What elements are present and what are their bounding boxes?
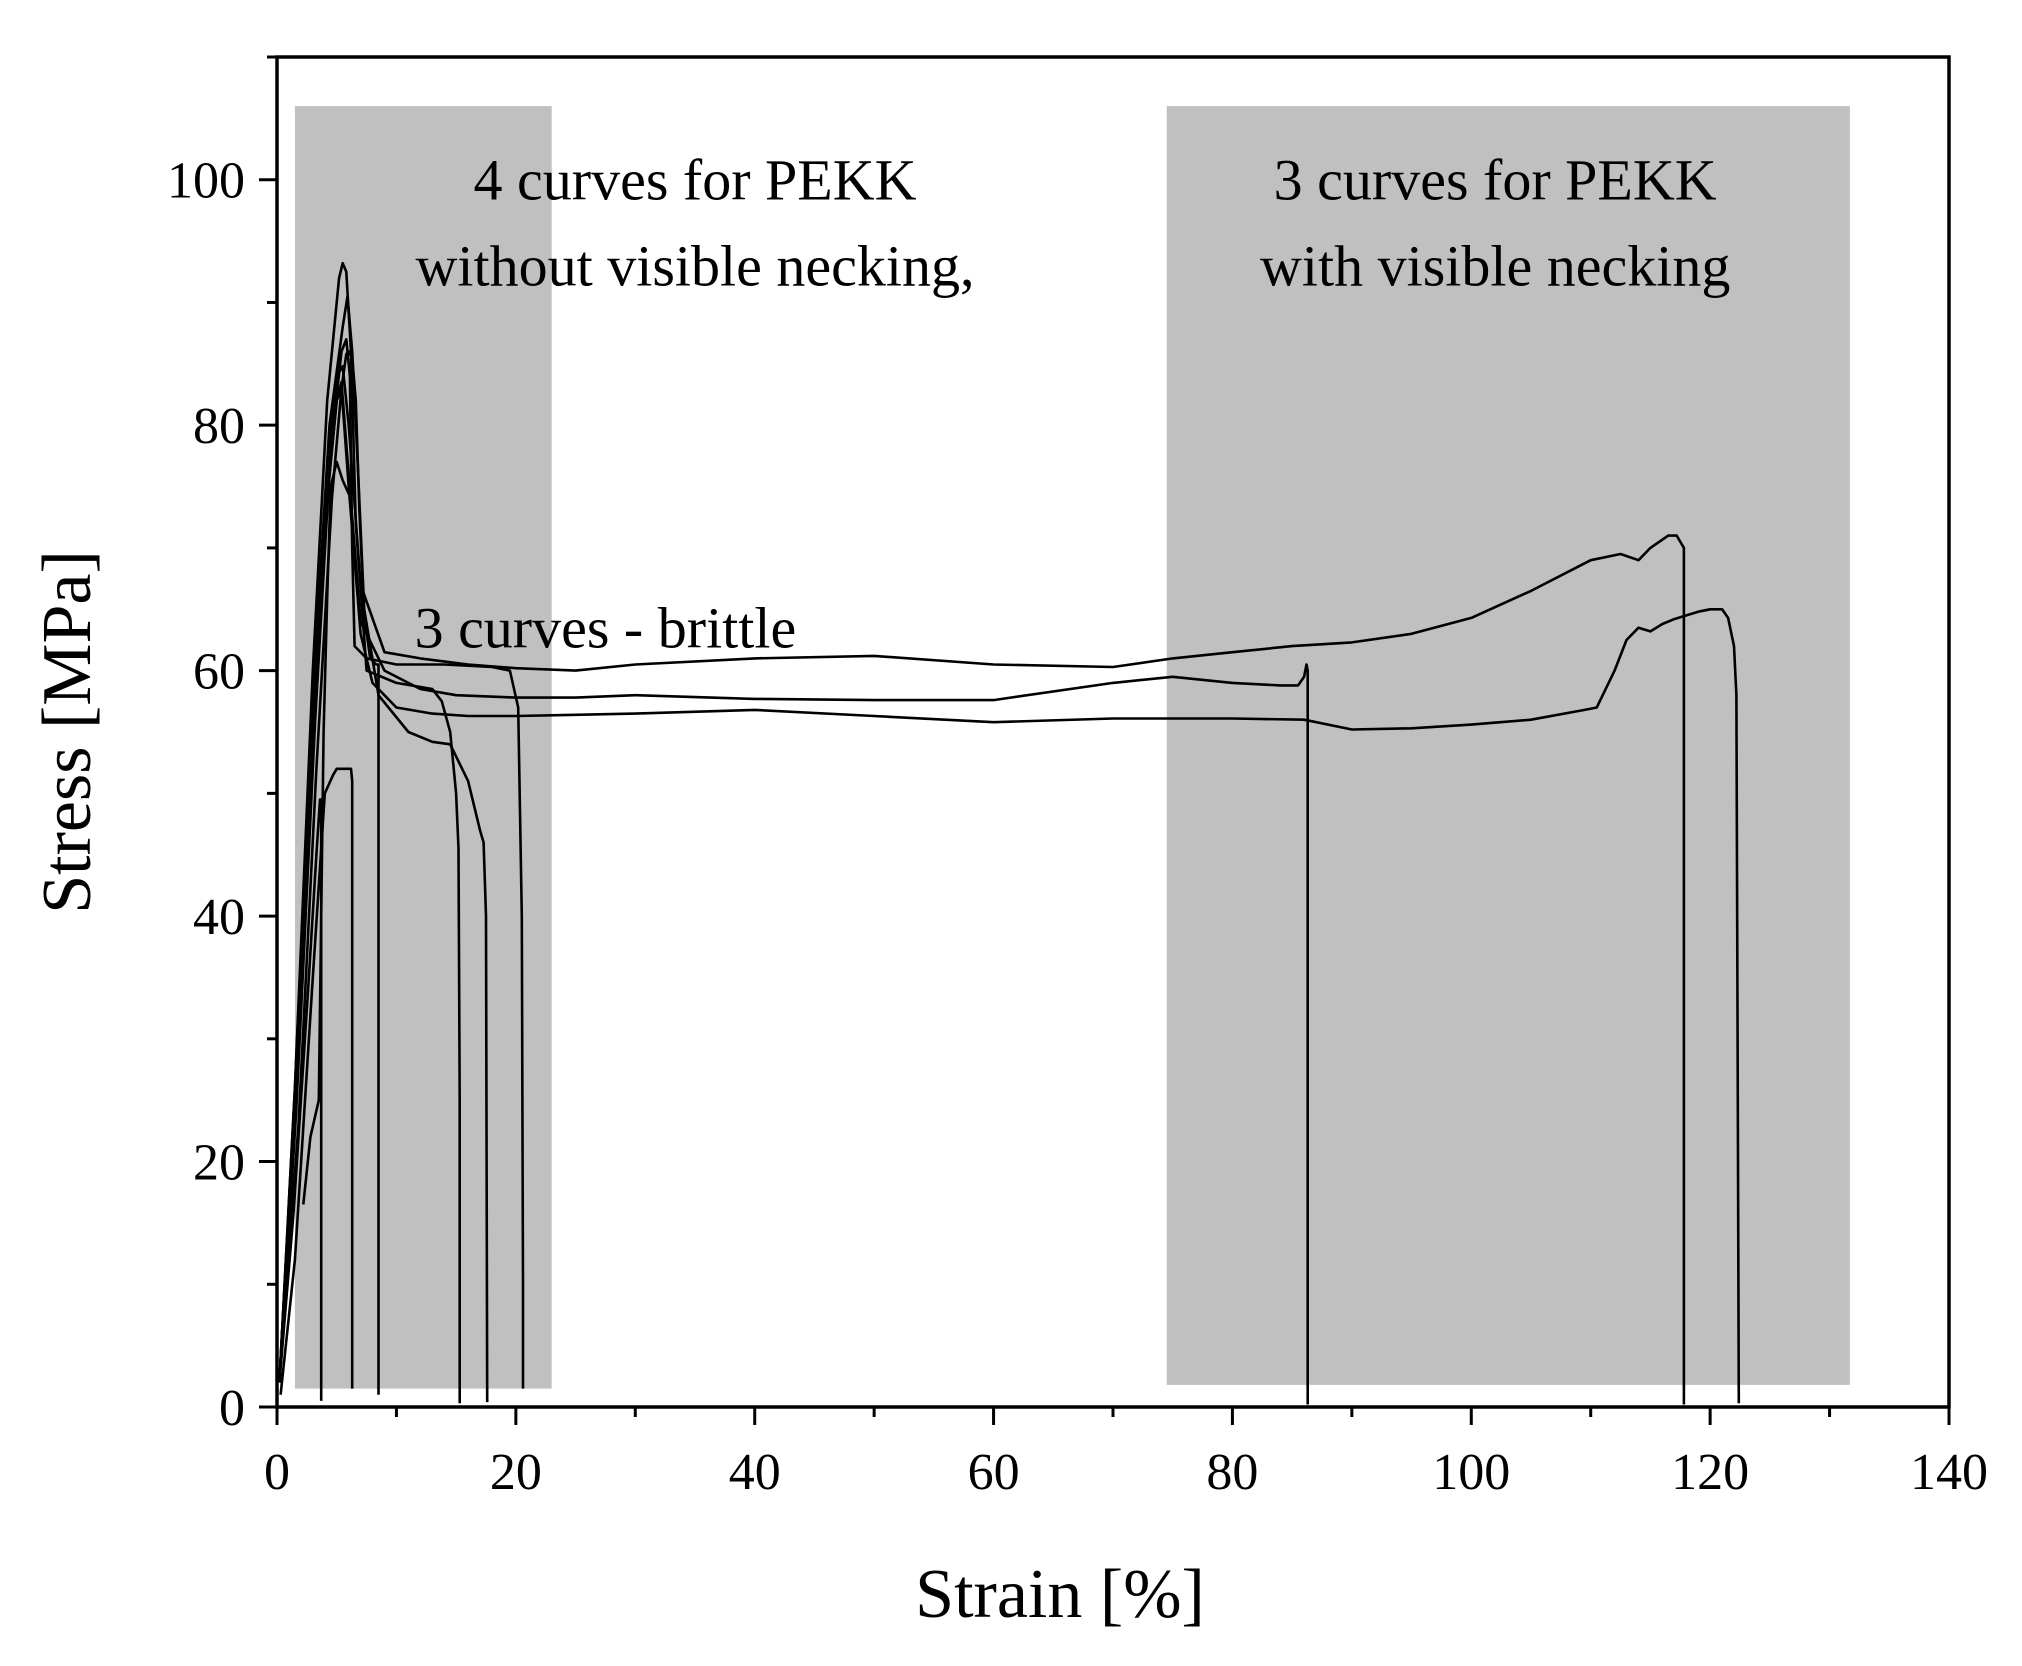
x-tick-label: 0: [264, 1444, 290, 1501]
curve-neck-3: [278, 387, 1741, 1404]
x-tick-label: 40: [729, 1444, 781, 1501]
annotation-1-line-1: 4 curves for PEKK: [474, 148, 917, 213]
y-tick-label: 20: [193, 1135, 245, 1192]
annotation-2-line-1: 3 curves for PEKK: [1274, 148, 1717, 213]
curve-no-neck-4: [278, 350, 380, 1395]
curve-brittle-1: [279, 767, 354, 1395]
annotation-2-line-2: with visible necking: [1260, 234, 1730, 299]
curve-series: [278, 261, 1741, 1405]
y-tick-label: 80: [193, 398, 245, 455]
y-tick-label: 100: [167, 153, 245, 210]
curve-brittle-2: [302, 460, 353, 1205]
y-tick-label: 0: [219, 1380, 245, 1437]
y-tick-label: 60: [193, 644, 245, 701]
x-tick-label: 140: [1910, 1444, 1988, 1501]
shaded-region-1: [294, 106, 552, 1389]
annotation-3-line-1: 3 curves - brittle: [415, 596, 797, 661]
y-axis-title: Stress [MPa]: [29, 550, 106, 914]
x-tick-label: 120: [1671, 1444, 1749, 1501]
annotations: 4 curves for PEKK without visible necking…: [415, 148, 1731, 661]
annotation-1-line-2: without visible necking,: [416, 234, 975, 299]
x-axis-title: Strain [%]: [915, 1556, 1205, 1633]
x-tick-label: 60: [968, 1444, 1020, 1501]
y-tick-label: 40: [193, 889, 245, 946]
axis-ticks: 0 20 40 60 80 100 120 140 0 20 40 60 80 100: [167, 55, 1988, 1501]
x-tick-label: 80: [1206, 1444, 1258, 1501]
curve-neck-1: [278, 365, 1686, 1405]
x-tick-label: 20: [490, 1444, 542, 1501]
curve-no-neck-1: [278, 261, 461, 1404]
x-tick-label: 100: [1432, 1444, 1510, 1501]
